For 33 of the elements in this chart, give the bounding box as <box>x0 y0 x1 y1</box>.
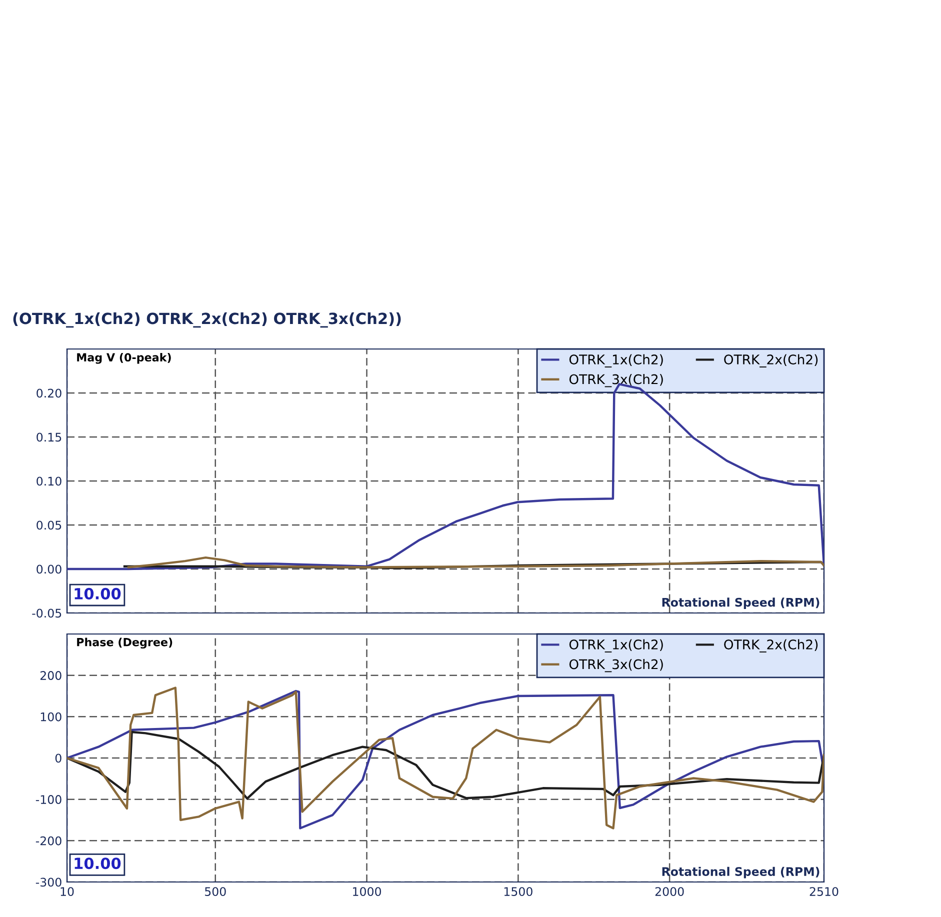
x-tick-label: 2510 <box>810 887 838 896</box>
y-tick-label: -200 <box>36 836 62 846</box>
y-axis-title: Phase (Degree) <box>77 638 172 649</box>
y-tick-label: 0.05 <box>36 520 62 530</box>
y-tick-label: -0.05 <box>32 608 62 618</box>
y-tick-label: 0.00 <box>36 564 62 574</box>
x-axis-title: Rotational Speed (RPM) <box>662 866 820 878</box>
y-tick-label: 100 <box>40 712 62 722</box>
y-tick-label: 0.10 <box>36 476 62 486</box>
legend-label: OTRK_3x(Ch2) <box>569 374 663 388</box>
x-axis-title: Rotational Speed (RPM) <box>662 598 820 610</box>
y-tick-label: 0 <box>55 754 62 763</box>
annotation: 10.00 <box>74 858 121 870</box>
line-series <box>67 730 824 800</box>
y-axis-title: Mag V (0-peak) <box>77 352 171 364</box>
legend-label: OTRK_2x(Ch2) <box>724 354 818 368</box>
legend-label: OTRK_1x(Ch2) <box>569 639 663 652</box>
annotation: 10.00 <box>74 588 121 600</box>
legend-label: OTRK_2x(Ch2) <box>724 639 818 652</box>
x-tick-label: 10 <box>60 887 74 896</box>
y-tick-label: 0.15 <box>36 432 62 442</box>
x-tick-label: 1500 <box>504 887 532 896</box>
legend-label: OTRK_1x(Ch2) <box>569 354 663 368</box>
x-tick-label: 500 <box>205 887 226 896</box>
line-series <box>127 556 824 568</box>
y-tick-label: 0.20 <box>36 388 62 398</box>
chart-title: (OTRK_1x(Ch2) OTRK_2x(Ch2) OTRK_3x(Ch2)) <box>13 312 401 328</box>
x-tick-label: 2000 <box>655 887 684 896</box>
legend-label: OTRK_3x(Ch2) <box>569 659 663 672</box>
x-tick-label: 1000 <box>353 887 382 896</box>
y-tick-label: -100 <box>36 795 62 804</box>
y-tick-label: 200 <box>40 671 62 680</box>
y-tick-label: -300 <box>36 878 62 887</box>
